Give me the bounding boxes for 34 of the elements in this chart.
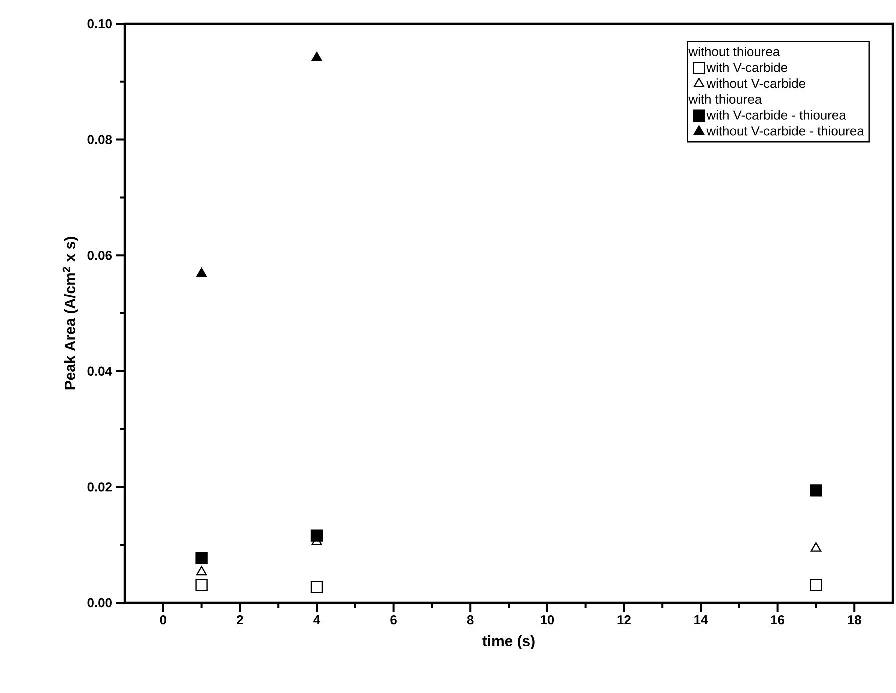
x-axis-title: time (s): [482, 636, 535, 650]
point: [810, 542, 822, 552]
point: [810, 484, 822, 497]
x-tick-label: 16: [771, 616, 785, 625]
y-tick-label: 0.10: [88, 19, 112, 29]
y-tick-label: 0.08: [88, 135, 112, 144]
annotation: with thiourea: [688, 94, 762, 104]
point: [310, 581, 324, 594]
point: [196, 268, 208, 278]
point: [312, 52, 322, 62]
y-tick-label: 0.00: [88, 598, 112, 608]
x-tick-label: 4: [314, 616, 321, 624]
x-tick-label: 8: [467, 616, 474, 625]
x-tick-label: 2: [237, 616, 244, 625]
x-tick-label: 10: [541, 616, 554, 625]
point: [196, 552, 208, 565]
y-tick-label: 0.04: [88, 366, 112, 376]
x-tick-label: 12: [618, 616, 631, 625]
legend-label: with V-carbide - thiourea: [706, 110, 846, 120]
point: [196, 578, 208, 592]
y-tick-label: 0.02: [88, 482, 112, 492]
x-tick-label: 0: [160, 616, 166, 625]
x-tick-label: 18: [848, 616, 862, 625]
point: [196, 566, 208, 576]
legend-label: without V-carbide: [706, 78, 806, 88]
x-tick-label: 6: [390, 616, 397, 625]
legend-label: without V-carbide - thiourea: [706, 126, 864, 136]
point: [810, 578, 822, 592]
annotation: without thiourea: [688, 46, 780, 56]
x-tick-label: 14: [694, 616, 708, 624]
y-tick-label: 0.06: [88, 251, 112, 260]
legend-label: with V-carbide: [706, 62, 788, 72]
y-axis-title: Peak Area (A/cm$^{2}$ x s): [62, 237, 78, 390]
point: [310, 530, 324, 542]
